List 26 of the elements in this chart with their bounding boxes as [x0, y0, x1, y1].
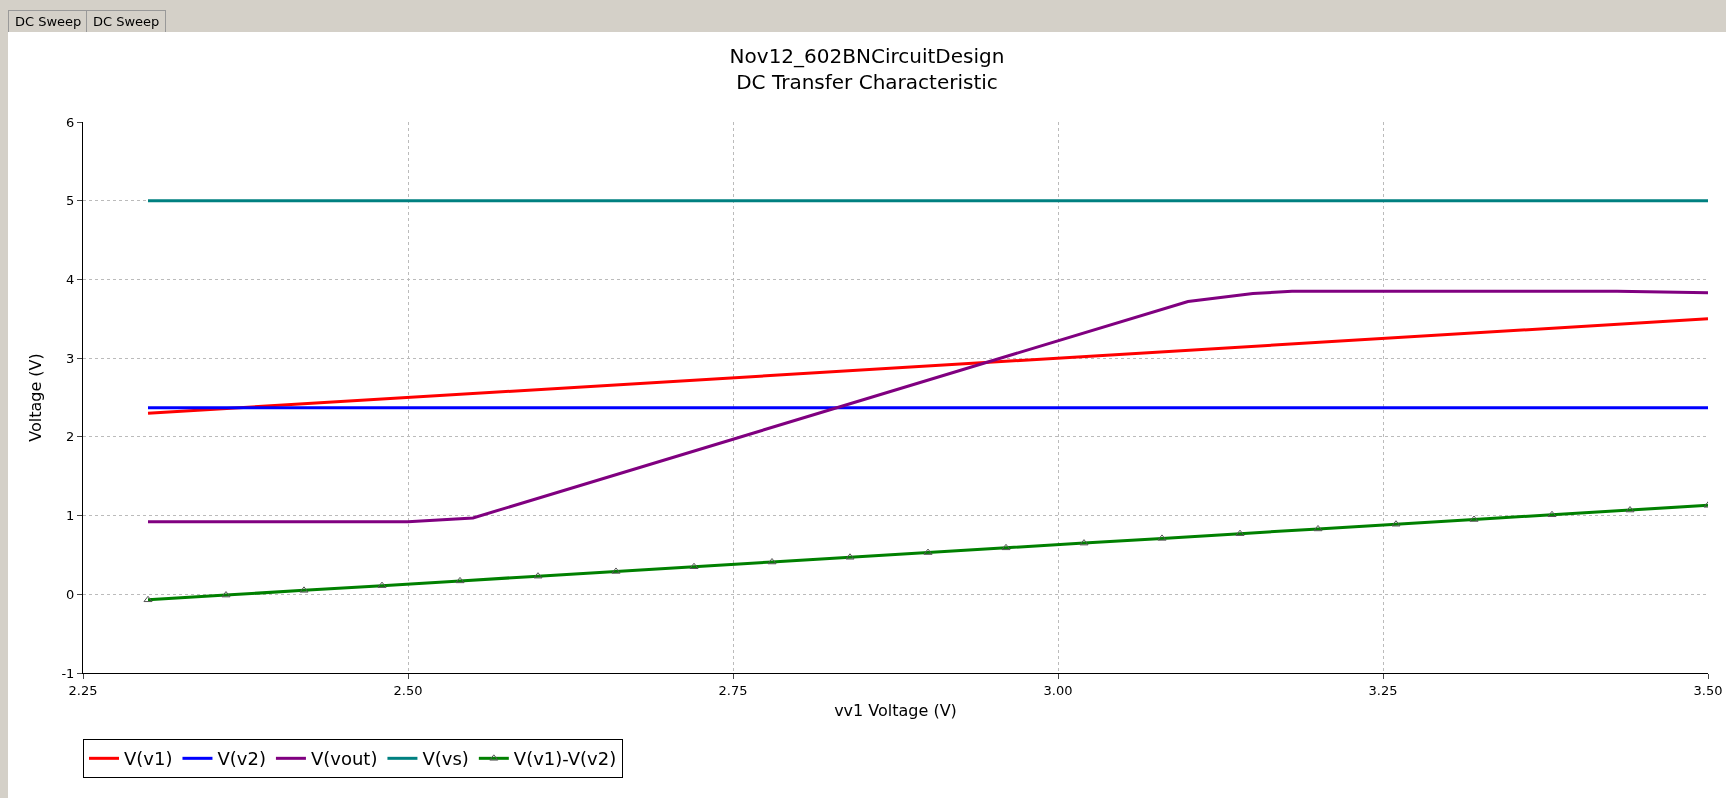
y-tick-label: 5 — [66, 193, 75, 209]
y-tick-label: 2 — [66, 429, 75, 445]
legend-label: V(v1) — [124, 748, 173, 770]
text: DC Sweep — [8, 10, 89, 32]
y-axis-title: Voltage (V) — [26, 353, 45, 442]
legend-label: V(vout) — [310, 748, 378, 770]
x-tick-label: 2.50 — [393, 682, 423, 698]
y-tick-label: -1 — [61, 665, 75, 681]
x-tick-label: 2.75 — [718, 682, 748, 698]
x-tick-label: 3.00 — [1043, 682, 1073, 698]
legend-label: V(v2) — [217, 748, 266, 770]
y-tick-label: 1 — [66, 508, 75, 524]
y-tick-label: 6 — [66, 114, 75, 130]
chart-title: Nov12_602BNCircuitDesign — [729, 43, 1005, 68]
legend-label: V(v1)-V(v2) — [513, 748, 617, 770]
legend-label: V(vs) — [422, 748, 469, 770]
y-tick-label: 3 — [66, 350, 75, 366]
x-tick-label: 3.25 — [1368, 682, 1398, 698]
x-axis-title: vv1 Voltage (V) — [834, 701, 957, 721]
chart-subtitle: DC Transfer Characteristic — [736, 69, 998, 94]
text: DC Sweep — [86, 10, 167, 32]
y-tick-label: 4 — [66, 271, 75, 287]
line-series — [146, 289, 1708, 524]
x-tick-label: 2.25 — [68, 682, 98, 698]
y-tick-label: 0 — [66, 586, 75, 602]
x-tick-label: 3.50 — [1693, 682, 1723, 698]
